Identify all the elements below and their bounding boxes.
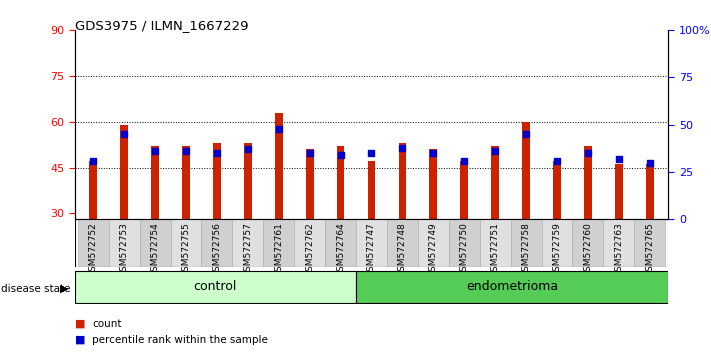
Point <box>613 156 624 162</box>
Bar <box>201 219 232 267</box>
Bar <box>480 219 510 267</box>
Text: ▶: ▶ <box>60 284 69 293</box>
Bar <box>572 219 604 267</box>
Text: GSM572764: GSM572764 <box>336 222 345 276</box>
Bar <box>399 143 406 219</box>
Text: control: control <box>193 280 237 293</box>
Bar <box>139 219 171 267</box>
Bar <box>368 161 375 219</box>
Bar <box>429 149 437 219</box>
Bar <box>337 146 344 219</box>
FancyBboxPatch shape <box>75 271 356 303</box>
Point <box>242 147 254 152</box>
Bar <box>553 161 561 219</box>
Text: disease state: disease state <box>1 284 70 293</box>
Bar <box>584 146 592 219</box>
Point <box>582 150 594 156</box>
Bar <box>244 143 252 219</box>
Bar <box>232 219 263 267</box>
Bar <box>275 113 282 219</box>
Point <box>304 150 316 156</box>
Point <box>365 150 377 156</box>
Point <box>489 148 501 154</box>
Bar <box>449 219 480 267</box>
Bar <box>120 125 128 219</box>
Bar <box>523 122 530 219</box>
Bar <box>604 219 634 267</box>
Point <box>149 148 161 154</box>
Point <box>335 152 346 158</box>
Point <box>211 150 223 156</box>
Text: GSM572760: GSM572760 <box>584 222 592 277</box>
Text: GSM572749: GSM572749 <box>429 222 438 276</box>
Text: ■: ■ <box>75 319 85 329</box>
Text: GSM572759: GSM572759 <box>552 222 562 277</box>
Bar <box>646 165 653 219</box>
Text: GSM572762: GSM572762 <box>305 222 314 276</box>
Bar <box>634 219 665 267</box>
Text: GSM572761: GSM572761 <box>274 222 283 277</box>
Bar <box>461 161 468 219</box>
Bar <box>306 149 314 219</box>
Bar <box>491 146 499 219</box>
Text: GDS3975 / ILMN_1667229: GDS3975 / ILMN_1667229 <box>75 19 248 33</box>
Point <box>273 126 284 131</box>
Point <box>551 158 562 164</box>
Text: endometrioma: endometrioma <box>466 280 558 293</box>
Text: GSM572748: GSM572748 <box>398 222 407 276</box>
Text: GSM572763: GSM572763 <box>614 222 624 277</box>
Text: GSM572756: GSM572756 <box>213 222 221 277</box>
Bar <box>418 219 449 267</box>
Text: GSM572758: GSM572758 <box>522 222 530 277</box>
Point <box>520 131 532 137</box>
Point <box>427 150 439 156</box>
Text: GSM572757: GSM572757 <box>243 222 252 277</box>
Bar <box>151 146 159 219</box>
Point <box>181 148 192 154</box>
Bar <box>294 219 325 267</box>
Bar <box>356 219 387 267</box>
Text: percentile rank within the sample: percentile rank within the sample <box>92 335 268 345</box>
Point <box>644 160 656 166</box>
Bar <box>182 146 190 219</box>
Bar <box>263 219 294 267</box>
Point <box>87 158 99 164</box>
Text: ■: ■ <box>75 335 85 345</box>
Bar <box>171 219 201 267</box>
Bar <box>615 165 623 219</box>
Bar <box>325 219 356 267</box>
Text: GSM572750: GSM572750 <box>460 222 469 277</box>
Point <box>459 158 470 164</box>
Bar <box>109 219 139 267</box>
Text: GSM572765: GSM572765 <box>646 222 654 277</box>
Text: count: count <box>92 319 122 329</box>
Bar <box>510 219 542 267</box>
Text: GSM572747: GSM572747 <box>367 222 376 276</box>
Bar <box>542 219 572 267</box>
Text: GSM572755: GSM572755 <box>181 222 191 277</box>
Bar <box>213 143 220 219</box>
FancyBboxPatch shape <box>356 271 668 303</box>
Bar <box>387 219 418 267</box>
Point <box>397 145 408 150</box>
Text: GSM572751: GSM572751 <box>491 222 500 277</box>
Bar <box>90 161 97 219</box>
Bar <box>77 219 109 267</box>
Text: GSM572754: GSM572754 <box>151 222 159 276</box>
Text: GSM572753: GSM572753 <box>119 222 129 277</box>
Text: GSM572752: GSM572752 <box>89 222 97 276</box>
Point <box>119 131 130 137</box>
